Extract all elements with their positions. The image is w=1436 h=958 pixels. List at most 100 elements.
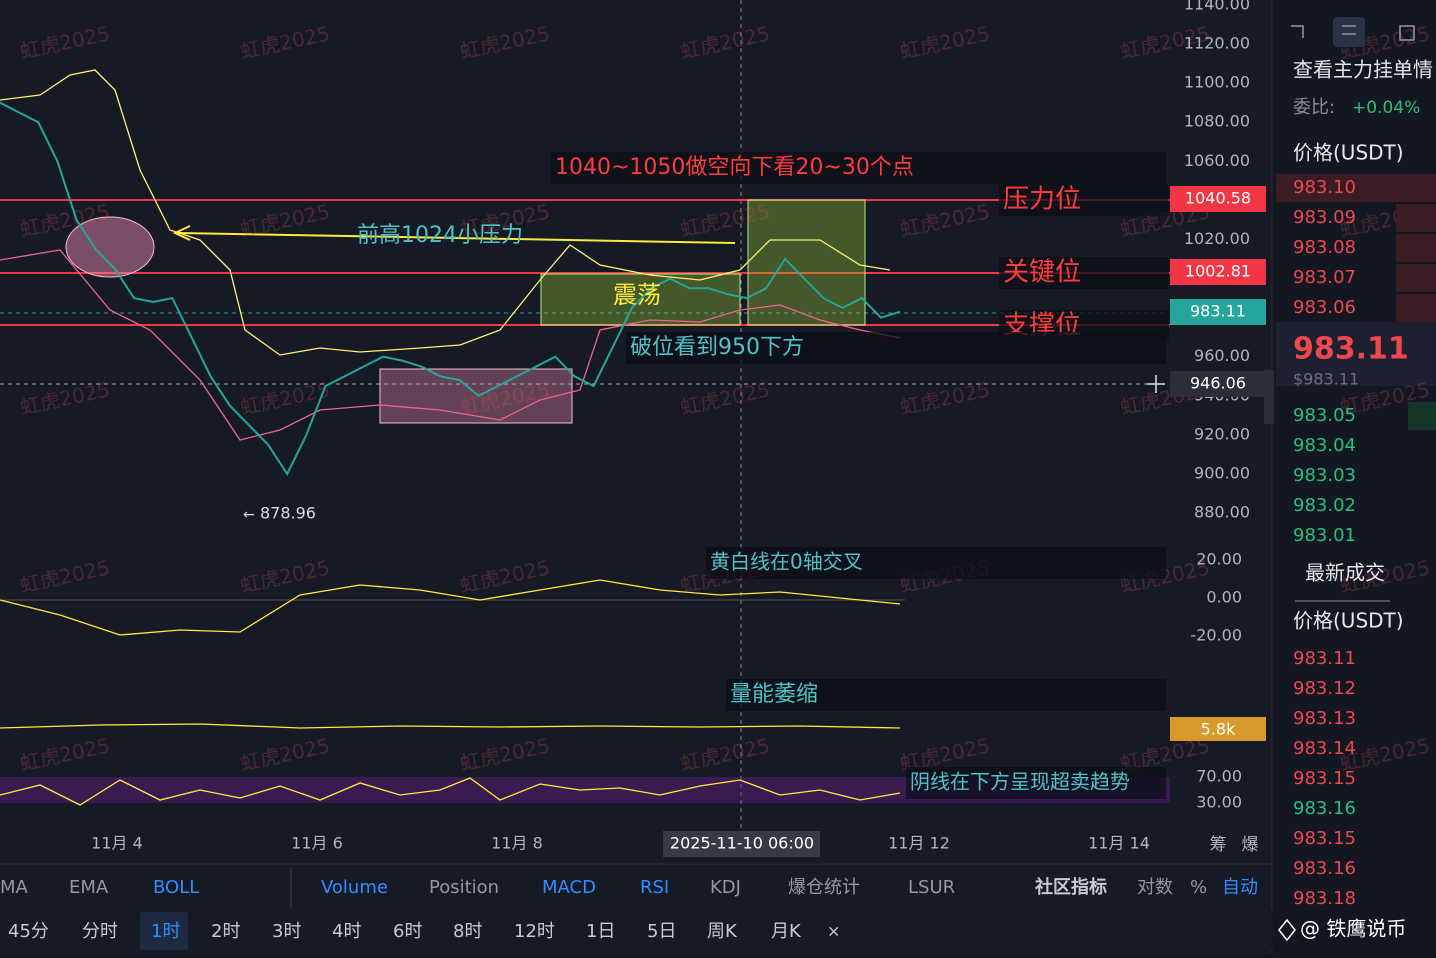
annotation: 阴线在下方呈现超卖趋势 — [910, 770, 1130, 794]
panel-tab[interactable] — [1333, 17, 1365, 47]
trade-price: 983.16 — [1293, 798, 1356, 819]
ob-title: 查看主力挂单情 — [1293, 58, 1433, 82]
macd-line — [0, 579, 901, 636]
timeframe[interactable]: 3时 — [272, 921, 301, 942]
annotation: 震荡 — [613, 281, 661, 309]
annotation-bg — [551, 152, 1166, 184]
footer-bg — [1270, 910, 1436, 950]
timeframe[interactable]: 1时 — [151, 921, 180, 942]
indicator-tool[interactable]: 对数 — [1137, 877, 1173, 898]
range-box — [747, 199, 866, 326]
indicator[interactable]: KDJ — [710, 877, 741, 898]
price-tick: 960.00 — [1194, 346, 1250, 365]
macd-tick: 20.00 — [1196, 550, 1242, 569]
timeframe[interactable]: 45分 — [8, 921, 49, 942]
price-tick: 1120.00 — [1184, 34, 1250, 53]
ob-last: 983.11 — [1293, 332, 1409, 367]
scroll-handle — [1264, 370, 1274, 424]
ask-price: 983.07 — [1293, 267, 1356, 288]
timeframe[interactable]: 月K — [771, 921, 802, 942]
annotation-bg — [626, 332, 1166, 364]
timeframe[interactable]: 1日 — [586, 921, 615, 942]
indicator[interactable]: MACD — [542, 877, 596, 898]
price-tag: 1002.81 — [1185, 262, 1251, 281]
indicator[interactable]: Position — [429, 877, 499, 898]
price-tag: 946.06 — [1190, 374, 1246, 393]
timeframe[interactable]: 周K — [707, 921, 738, 942]
annotation: 前高1024小压力 — [357, 223, 523, 248]
x-tick: 11月 8 — [491, 834, 543, 853]
indicator-tool[interactable]: 自动 — [1222, 877, 1258, 898]
price-tag-bg — [1170, 259, 1266, 285]
indicator[interactable]: BOLL — [153, 877, 199, 898]
rsi-tick: 30.00 — [1196, 793, 1242, 812]
price-tick: 900.00 — [1194, 463, 1250, 482]
timeframe[interactable]: 8时 — [453, 921, 482, 942]
timeframe[interactable]: 12时 — [514, 921, 555, 942]
bid-price: 983.05 — [1293, 405, 1356, 426]
price-tag: 1040.58 — [1185, 189, 1251, 208]
annotation: 破位看到950下方 — [630, 335, 804, 360]
annotation-bg — [906, 767, 1166, 799]
timeframe[interactable]: 5日 — [647, 921, 676, 942]
indicator[interactable]: Volume — [321, 877, 388, 898]
low-label: 878.96 — [260, 504, 316, 523]
trade-price: 983.15 — [1293, 768, 1356, 789]
indicator-tool[interactable]: 社区指标 — [1035, 876, 1107, 898]
bid-price: 983.04 — [1293, 435, 1356, 456]
trade-price: 983.13 — [1293, 708, 1356, 729]
indicator[interactable]: MA — [0, 877, 29, 898]
annotation: 1040~1050做空向下看20~30个点 — [555, 155, 914, 180]
footer-logo — [1278, 918, 1296, 942]
rsi-tick: 70.00 — [1196, 767, 1242, 786]
price-tick: 1080.00 — [1184, 112, 1250, 131]
timeframe[interactable]: 4时 — [332, 921, 361, 942]
trade-price: 983.16 — [1293, 858, 1356, 879]
close: × — [827, 922, 840, 941]
x-tick: 2025-11-10 06:00 — [670, 834, 814, 853]
price-tag-bg — [1170, 186, 1266, 212]
macd-tick: -20.00 — [1190, 626, 1242, 645]
ask-depth — [1396, 234, 1436, 262]
boll-upper — [0, 69, 891, 356]
bid-price: 983.01 — [1293, 525, 1356, 546]
footer: @ 铁鹰说币 — [1300, 917, 1406, 941]
arrow — [177, 232, 736, 244]
annotation: 黄白线在0轴交叉 — [710, 550, 863, 574]
arrow-left: ← — [243, 507, 255, 523]
x-tick: 11月 6 — [291, 834, 343, 853]
panel-icon — [1291, 25, 1415, 41]
annotation: 量能萎缩 — [730, 682, 818, 707]
price-tag-bg — [1170, 371, 1266, 397]
trade-price: 983.18 — [1293, 888, 1356, 909]
annotation-bg — [999, 184, 1169, 216]
price-tick: 1020.00 — [1184, 229, 1250, 248]
support-box — [379, 368, 573, 424]
rsi-line — [0, 777, 901, 806]
price-tag-bg — [1170, 299, 1266, 325]
volume-ma — [0, 723, 901, 729]
ask-price: 983.06 — [1293, 297, 1356, 318]
timeframe[interactable]: 6时 — [393, 921, 422, 942]
trades-title: 最新成交 — [1305, 561, 1385, 585]
trade-price: 983.15 — [1293, 828, 1356, 849]
active-tab[interactable] — [140, 912, 188, 950]
price-tick: 1140.00 — [1184, 0, 1250, 14]
axis-icon: 筹 — [1210, 835, 1227, 855]
annotation-bg — [726, 679, 1166, 711]
indicator[interactable]: 爆仓统计 — [788, 877, 860, 898]
crosshair-plus — [1147, 375, 1165, 393]
ask-price: 983.08 — [1293, 237, 1356, 258]
timeframe[interactable]: 2时 — [211, 921, 240, 942]
indicator[interactable]: RSI — [640, 877, 669, 898]
indicator[interactable]: LSUR — [908, 877, 955, 898]
indicator[interactable]: EMA — [69, 877, 109, 898]
indicator-tool[interactable]: % — [1190, 877, 1207, 898]
timeframe[interactable]: 分时 — [82, 921, 118, 942]
trade-price: 983.14 — [1293, 738, 1356, 759]
annotation: 压力位 — [1003, 185, 1081, 215]
order-panel — [1272, 0, 1436, 954]
ask-depth — [1396, 264, 1436, 292]
last-bg — [1276, 322, 1436, 386]
